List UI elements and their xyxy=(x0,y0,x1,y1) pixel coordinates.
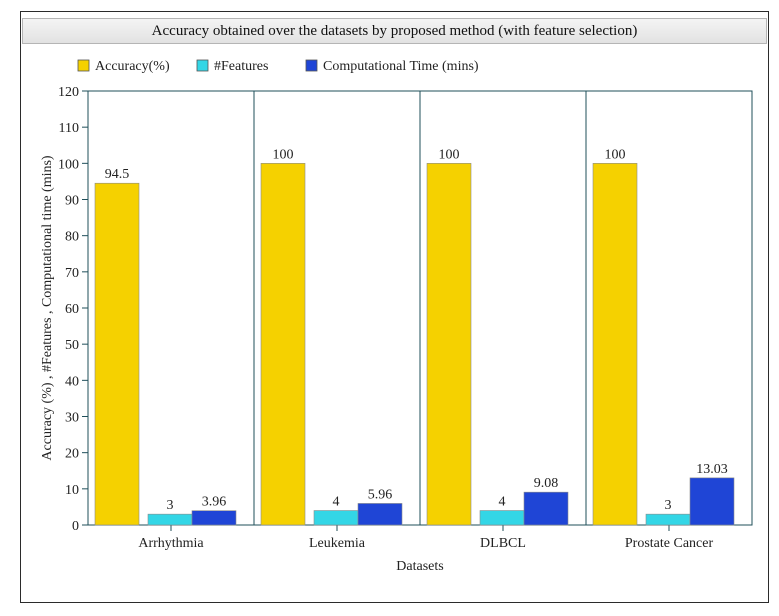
bar xyxy=(479,510,525,526)
data-label: 9.08 xyxy=(534,476,559,491)
x-tick-label: Prostate Cancer xyxy=(625,536,714,551)
y-tick-label: 50 xyxy=(65,338,79,353)
chart-title: Accuracy obtained over the datasets by p… xyxy=(22,18,767,44)
data-label: 5.96 xyxy=(368,487,393,502)
bar xyxy=(94,182,140,526)
data-label: 94.5 xyxy=(105,167,130,182)
bar xyxy=(147,513,193,526)
y-tick-label: 10 xyxy=(65,483,79,498)
legend-swatch xyxy=(305,59,318,72)
legend-label: Computational Time (mins) xyxy=(323,59,479,74)
x-tick-label: Arrhythmia xyxy=(138,536,204,551)
data-label: 13.03 xyxy=(696,462,728,477)
bar xyxy=(357,503,403,526)
y-tick-label: 110 xyxy=(59,121,79,136)
data-label: 4 xyxy=(499,495,506,510)
data-label: 4 xyxy=(333,495,340,510)
legend-swatch xyxy=(196,59,209,72)
y-tick-label: 30 xyxy=(65,411,79,426)
data-label: 100 xyxy=(273,147,294,162)
data-label: 3 xyxy=(665,498,672,513)
bar xyxy=(523,491,569,526)
data-label: 3 xyxy=(167,498,174,513)
y-tick-label: 120 xyxy=(58,85,79,100)
legend-label: Accuracy(%) xyxy=(95,59,170,74)
bar xyxy=(313,510,359,526)
y-tick-label: 90 xyxy=(65,194,79,209)
y-tick-label: 100 xyxy=(58,157,79,172)
legend-swatch xyxy=(77,59,90,72)
legend-label: #Features xyxy=(214,59,268,74)
y-tick-label: 70 xyxy=(65,266,79,281)
y-tick-label: 20 xyxy=(65,447,79,462)
bar xyxy=(592,163,638,526)
data-label: 3.96 xyxy=(202,495,227,510)
x-axis-label: Datasets xyxy=(396,559,443,574)
y-tick-label: 0 xyxy=(72,519,79,534)
bar xyxy=(645,513,691,526)
data-label: 100 xyxy=(439,147,460,162)
bar xyxy=(191,510,237,526)
y-tick-label: 40 xyxy=(65,374,79,389)
bar xyxy=(260,163,306,526)
y-axis-label: Accuracy (%) , #Features , Computational… xyxy=(40,155,55,461)
bar xyxy=(689,477,735,526)
x-tick-label: Leukemia xyxy=(309,536,366,551)
y-tick-label: 60 xyxy=(65,302,79,317)
data-label: 100 xyxy=(605,147,626,162)
bar xyxy=(426,163,472,526)
y-tick-label: 80 xyxy=(65,230,79,245)
x-tick-label: DLBCL xyxy=(480,536,526,551)
